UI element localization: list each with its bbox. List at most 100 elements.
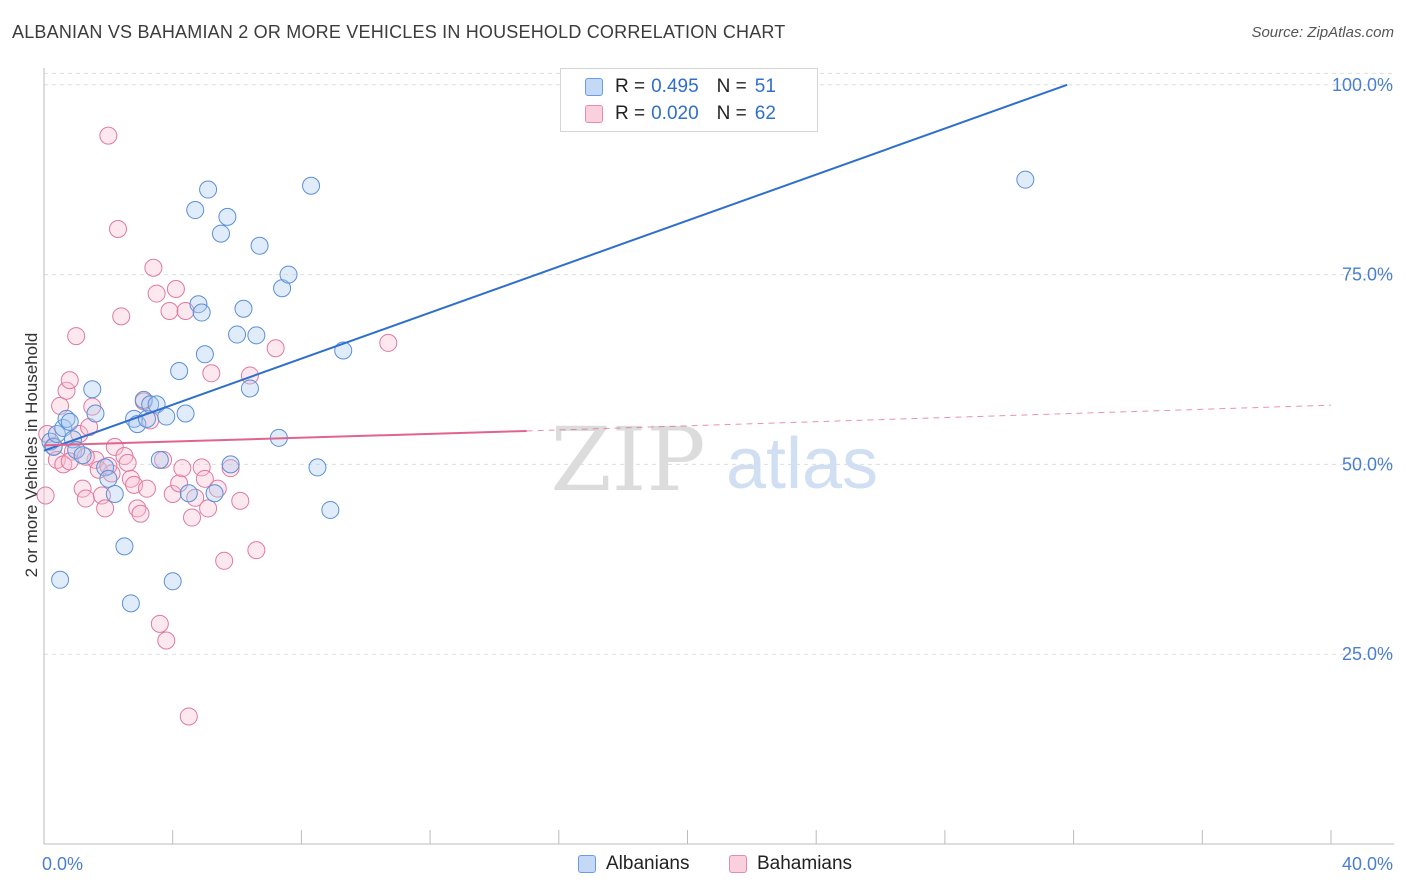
- n-label: N =: [716, 76, 747, 97]
- albanian-point: [163, 572, 182, 591]
- bahamian-point: [128, 499, 147, 518]
- albanian-point: [321, 500, 340, 519]
- bahamians-legend-swatch: [729, 855, 747, 873]
- albanian-point: [195, 345, 214, 364]
- bahamians-swatch: [585, 105, 603, 123]
- albanian-point: [179, 484, 198, 503]
- albanian-point: [221, 455, 240, 474]
- trend-lines: [43, 83, 1332, 452]
- albanian-point: [234, 299, 253, 318]
- bahamian-point: [131, 504, 150, 523]
- albanian-point: [247, 326, 266, 345]
- r-label: R =: [615, 76, 646, 97]
- bahamian-point: [99, 456, 118, 475]
- albanian-point: [199, 180, 218, 199]
- albanian-point: [250, 236, 269, 255]
- axes: [43, 68, 1394, 845]
- tick-labels: 25.0% 50.0% 75.0% 100.0% 0.0% 40.0%: [42, 75, 1393, 874]
- bahamian-point: [179, 707, 198, 726]
- bahamian-point: [147, 284, 166, 303]
- bahamian-point: [144, 258, 163, 277]
- bahamians-trend-line-dashed: [526, 404, 1332, 432]
- chart-title: ALBANIAN VS BAHAMIAN 2 OR MORE VEHICLES …: [12, 22, 786, 42]
- albanian-point: [192, 303, 211, 322]
- bahamians-trend-line: [43, 429, 527, 447]
- bahamian-point: [137, 479, 156, 498]
- bahamian-point: [67, 327, 86, 346]
- albanian-point: [308, 458, 327, 477]
- albanian-point: [105, 484, 124, 503]
- bahamians-n-value: 62: [754, 103, 776, 124]
- albanian-point: [96, 458, 115, 477]
- bahamian-point: [163, 484, 182, 503]
- albanian-point: [99, 469, 118, 488]
- albanian-point: [157, 407, 176, 426]
- bahamian-point: [199, 499, 218, 518]
- bahamian-point: [73, 479, 92, 498]
- bahamian-point: [231, 491, 250, 510]
- albanians-r-value: 0.495: [651, 76, 699, 97]
- bahamian-point: [215, 551, 234, 570]
- albanian-point: [211, 224, 230, 243]
- bahamian-point: [109, 220, 128, 239]
- data-points: [36, 126, 1035, 726]
- albanian-point: [86, 404, 105, 423]
- albanian-point: [1016, 170, 1035, 189]
- albanian-point: [121, 594, 140, 613]
- bahamian-point: [150, 614, 169, 633]
- source-label: Source: ZipAtlas.com: [1251, 24, 1394, 41]
- albanians-legend-label: Albanians: [606, 853, 690, 874]
- albanian-point: [240, 379, 259, 398]
- bahamian-point: [166, 280, 185, 299]
- grid-lines: [44, 72, 1394, 655]
- y-tick-label-75: 75.0%: [1342, 265, 1393, 285]
- bahamians-legend-label: Bahamians: [757, 853, 853, 874]
- bahamian-point: [266, 339, 285, 358]
- bahamian-point: [173, 459, 192, 478]
- albanians-legend-swatch: [578, 855, 596, 873]
- r-label: R =: [615, 103, 646, 124]
- bahamian-point: [60, 371, 79, 390]
- bottom-legend-bahamians: Bahamians: [729, 853, 852, 875]
- bahamian-point: [112, 307, 131, 326]
- albanian-point: [186, 201, 205, 220]
- albanian-point: [170, 362, 189, 381]
- albanian-point: [115, 537, 134, 556]
- bottom-legend-albanians: Albanians: [578, 853, 689, 875]
- albanians-n-value: 51: [754, 76, 776, 97]
- bahamian-point: [195, 469, 214, 488]
- albanian-point: [205, 484, 224, 503]
- legend-row-albanians: R = 0.495 N = 51: [585, 75, 776, 99]
- bahamian-point: [379, 333, 398, 352]
- n-label: N =: [716, 103, 747, 124]
- bahamian-point: [157, 631, 176, 650]
- y-tick-label-100: 100.0%: [1332, 75, 1393, 95]
- albanian-point: [57, 409, 76, 428]
- albanian-point: [176, 404, 195, 423]
- albanian-point: [150, 450, 169, 469]
- stats-legend: R = 0.495 N = 51 R = 0.020 N = 62: [560, 68, 818, 132]
- watermark-zip: ZIP: [550, 408, 705, 511]
- albanians-trend-line: [43, 83, 1068, 452]
- bahamian-point: [170, 474, 189, 493]
- bahamian-point: [221, 459, 240, 478]
- watermark-atlas: atlas: [726, 424, 878, 504]
- y-tick-label-25: 25.0%: [1342, 644, 1393, 664]
- bahamian-point: [99, 126, 118, 145]
- bahamian-point: [186, 488, 205, 507]
- bahamians-r-value: 0.020: [651, 103, 699, 124]
- bahamian-point: [118, 453, 137, 472]
- albanian-point: [73, 446, 92, 465]
- x-tick-label-min: 0.0%: [42, 854, 83, 874]
- albanian-point: [302, 176, 321, 195]
- bahamian-point: [160, 302, 179, 321]
- bahamian-point: [247, 541, 266, 560]
- albanian-point: [218, 207, 237, 226]
- albanian-point: [51, 570, 70, 589]
- legend-row-bahamians: R = 0.020 N = 62: [585, 102, 776, 126]
- bahamian-point: [57, 381, 76, 400]
- bahamian-point: [202, 364, 221, 383]
- y-tick-label-50: 50.0%: [1342, 454, 1393, 474]
- bahamian-point: [192, 458, 211, 477]
